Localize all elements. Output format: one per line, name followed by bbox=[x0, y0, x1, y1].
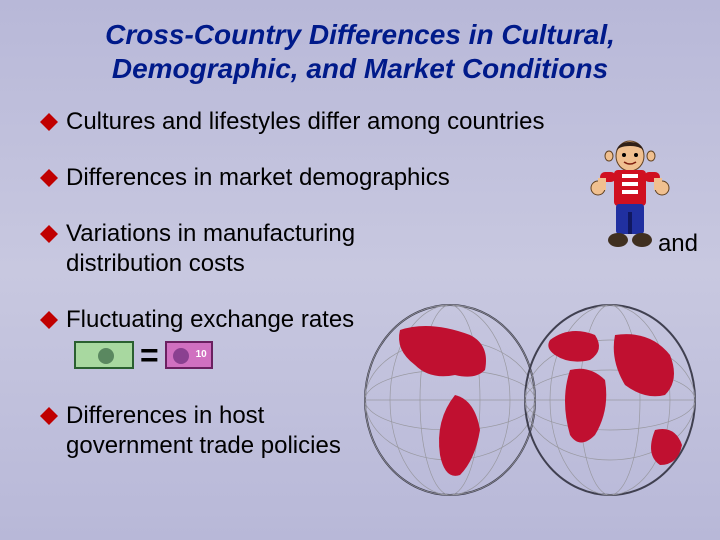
diamond-bullet-icon bbox=[40, 113, 58, 131]
bullet-text: Differences in host government trade pol… bbox=[66, 401, 386, 461]
diamond-bullet-icon bbox=[40, 407, 58, 425]
equals-icon: = bbox=[140, 335, 159, 375]
globe-east-icon bbox=[525, 305, 695, 495]
bullet-item: Cultures and lifestyles differ among cou… bbox=[40, 107, 690, 137]
globe-west-icon bbox=[365, 305, 535, 495]
bullet-text: Cultures and lifestyles differ among cou… bbox=[66, 107, 690, 137]
bullet-text: Variations in manufacturing distribution… bbox=[66, 219, 406, 279]
diamond-bullet-icon bbox=[40, 225, 58, 243]
money-equivalence-icon: = bbox=[74, 335, 213, 375]
diamond-bullet-icon bbox=[40, 311, 58, 329]
boy-clipart-icon bbox=[588, 138, 672, 258]
bullet-text: Fluctuating exchange rates = bbox=[66, 305, 366, 375]
two-globes-icon bbox=[360, 300, 700, 500]
foreign-bill-icon bbox=[165, 341, 213, 369]
dollar-bill-icon bbox=[74, 341, 134, 369]
slide-title: Cross-Country Differences in Cultural, D… bbox=[0, 0, 720, 95]
bullet-label: Fluctuating exchange rates bbox=[66, 306, 354, 333]
diamond-bullet-icon bbox=[40, 169, 58, 187]
